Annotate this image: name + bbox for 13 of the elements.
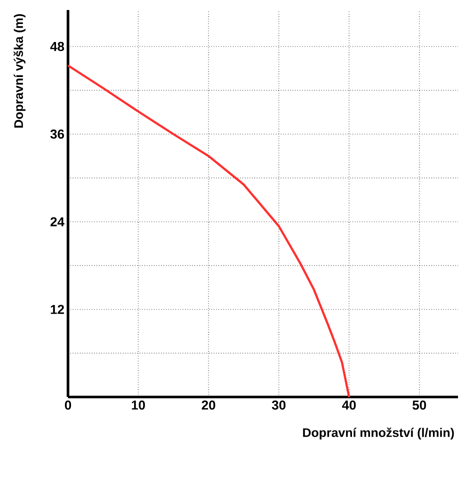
y-tick-label: 48 xyxy=(50,42,64,52)
x-tick-label: 50 xyxy=(412,400,426,410)
x-tick-label: 10 xyxy=(132,400,145,410)
x-tick-label: 30 xyxy=(272,400,286,410)
x-axis-title: Dopravní množství (l/min) xyxy=(303,428,454,440)
y-tick-label: 36 xyxy=(50,130,64,139)
x-tick-label: 40 xyxy=(342,400,356,410)
y-tick-label: 24 xyxy=(50,217,64,226)
y-tick-label: 12 xyxy=(50,304,64,314)
y-axis-title: Dopravní výška (m) xyxy=(14,14,26,128)
line-series xyxy=(66,64,350,398)
x-tick-label: 20 xyxy=(202,400,216,410)
x-tick-label: 0 xyxy=(64,400,72,410)
